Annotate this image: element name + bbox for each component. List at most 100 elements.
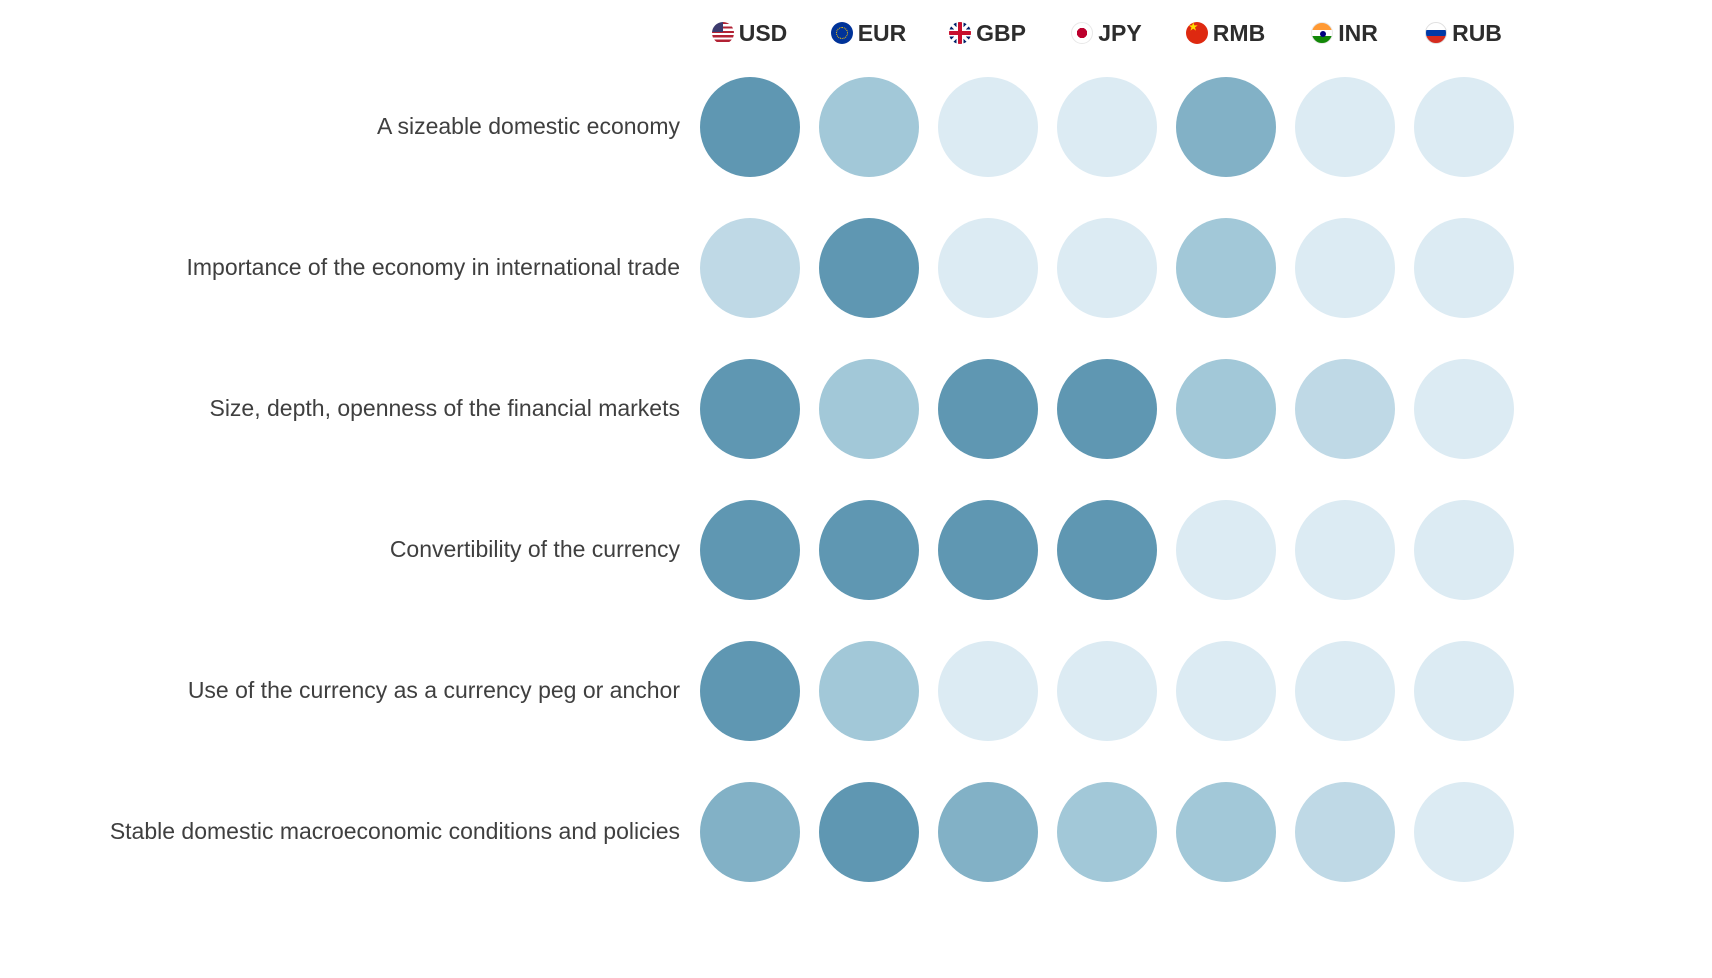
rating-dot: [1175, 217, 1276, 318]
currency-code-label: JPY: [1098, 19, 1142, 46]
matrix-cell-gbp-row2: [928, 197, 1047, 338]
matrix-cell-rub-row6: [1404, 761, 1523, 902]
rating-dot: [937, 217, 1038, 318]
rating-dot: [937, 499, 1038, 600]
matrix-cell-rub-row4: [1404, 479, 1523, 620]
rating-dot: [1413, 217, 1514, 318]
matrix-cell-jpy-row4: [1047, 479, 1166, 620]
matrix-cell-eur-row1: [809, 56, 928, 197]
matrix-cell-jpy-row3: [1047, 338, 1166, 479]
rating-dot: [1056, 217, 1157, 318]
corner-spacer: [0, 10, 690, 56]
matrix-cell-rub-row1: [1404, 56, 1523, 197]
rating-dot: [818, 217, 919, 318]
currency-code-label: INR: [1338, 19, 1378, 46]
rating-dot: [937, 358, 1038, 459]
rmb-flag-icon: [1185, 22, 1208, 44]
usd-flag-icon: [711, 22, 734, 44]
matrix-cell-gbp-row3: [928, 338, 1047, 479]
column-header-eur: EUR: [809, 10, 928, 56]
column-header-rmb: RMB: [1166, 10, 1285, 56]
rating-dot: [1056, 640, 1157, 741]
matrix-cell-eur-row2: [809, 197, 928, 338]
inr-flag-icon: [1311, 22, 1334, 44]
matrix-cell-inr-row2: [1285, 197, 1404, 338]
rating-dot: [1294, 217, 1395, 318]
matrix-cell-jpy-row2: [1047, 197, 1166, 338]
column-header-jpy: JPY: [1047, 10, 1166, 56]
rating-dot: [1175, 640, 1276, 741]
rating-dot: [1175, 499, 1276, 600]
row-label: Stable domestic macroeconomic conditions…: [109, 818, 680, 845]
rating-dot: [818, 640, 919, 741]
row-label: A sizeable domestic economy: [377, 113, 680, 140]
rating-dot: [1294, 358, 1395, 459]
currency-code-label: RUB: [1452, 19, 1502, 46]
rating-dot: [1294, 640, 1395, 741]
rating-dot: [1175, 76, 1276, 177]
matrix-cell-jpy-row6: [1047, 761, 1166, 902]
matrix-cell-rmb-row4: [1166, 479, 1285, 620]
row-label: Use of the currency as a currency peg or…: [187, 677, 680, 704]
currency-code-label: EUR: [857, 19, 907, 46]
matrix-cell-inr-row6: [1285, 761, 1404, 902]
column-header-gbp: GBP: [928, 10, 1047, 56]
rating-dot: [1413, 640, 1514, 741]
matrix-cell-jpy-row5: [1047, 620, 1166, 761]
matrix-cell-rmb-row6: [1166, 761, 1285, 902]
currency-code-label: GBP: [976, 19, 1026, 46]
rating-dot: [1056, 358, 1157, 459]
rating-dot: [1056, 781, 1157, 882]
matrix-cell-gbp-row6: [928, 761, 1047, 902]
matrix-cell-gbp-row4: [928, 479, 1047, 620]
matrix-cell-rmb-row1: [1166, 56, 1285, 197]
matrix-cell-eur-row5: [809, 620, 928, 761]
matrix-cell-rub-row5: [1404, 620, 1523, 761]
rating-dot: [699, 358, 800, 459]
matrix-cell-eur-row3: [809, 338, 928, 479]
row-label: Convertibility of the currency: [389, 536, 680, 563]
rating-dot: [937, 781, 1038, 882]
matrix-cell-inr-row5: [1285, 620, 1404, 761]
matrix-cell-rmb-row5: [1166, 620, 1285, 761]
rating-dot: [818, 76, 919, 177]
rating-dot: [1294, 781, 1395, 882]
rating-dot: [1413, 76, 1514, 177]
rating-dot: [1056, 499, 1157, 600]
matrix-cell-jpy-row1: [1047, 56, 1166, 197]
rating-dot: [937, 640, 1038, 741]
rating-dot: [818, 358, 919, 459]
column-header-rub: RUB: [1404, 10, 1523, 56]
matrix-cell-usd-row3: [690, 338, 809, 479]
rating-dot: [699, 499, 800, 600]
rating-dot: [1175, 358, 1276, 459]
matrix-cell-gbp-row1: [928, 56, 1047, 197]
rating-dot: [1413, 499, 1514, 600]
matrix-cell-inr-row1: [1285, 56, 1404, 197]
matrix-cell-usd-row6: [690, 761, 809, 902]
rating-dot: [1056, 76, 1157, 177]
rating-dot: [818, 781, 919, 882]
currency-code-label: RMB: [1212, 19, 1266, 46]
eur-flag-icon: [830, 22, 853, 44]
gbp-flag-icon: [949, 22, 972, 44]
matrix-cell-rub-row2: [1404, 197, 1523, 338]
rating-dot: [699, 217, 800, 318]
rating-dot: [937, 76, 1038, 177]
currency-criteria-chart: USD EUR GBP JPY RMB INR RUB A sizeable domestic…: [0, 0, 1712, 902]
matrix-cell-rmb-row3: [1166, 338, 1285, 479]
column-header-inr: INR: [1285, 10, 1404, 56]
rating-dot: [1413, 358, 1514, 459]
rub-flag-icon: [1425, 22, 1448, 44]
matrix-cell-eur-row4: [809, 479, 928, 620]
rating-dot: [818, 499, 919, 600]
currency-code-label: USD: [738, 19, 788, 46]
rating-dot: [1413, 781, 1514, 882]
matrix-grid: USD EUR GBP JPY RMB INR RUB A sizeable domestic…: [0, 10, 1712, 902]
column-header-usd: USD: [690, 10, 809, 56]
matrix-cell-usd-row1: [690, 56, 809, 197]
matrix-cell-rmb-row2: [1166, 197, 1285, 338]
rating-dot: [1175, 781, 1276, 882]
rating-dot: [1294, 499, 1395, 600]
matrix-cell-inr-row3: [1285, 338, 1404, 479]
